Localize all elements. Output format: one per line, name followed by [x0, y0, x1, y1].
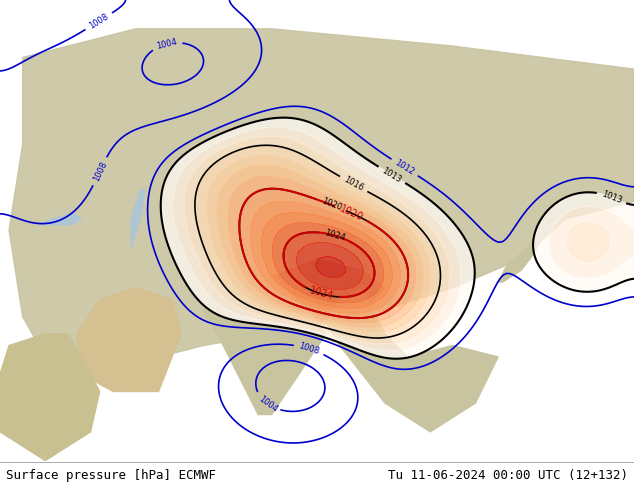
Text: 1024: 1024 — [309, 286, 335, 302]
Text: 1013: 1013 — [380, 166, 403, 184]
Polygon shape — [0, 334, 100, 461]
Polygon shape — [204, 265, 326, 415]
Text: 1008: 1008 — [297, 342, 320, 356]
Text: 1004: 1004 — [156, 37, 178, 51]
Text: Tu 11-06-2024 00:00 UTC (12+132): Tu 11-06-2024 00:00 UTC (12+132) — [387, 469, 628, 482]
Text: 1024: 1024 — [323, 228, 346, 243]
Text: Surface pressure [hPa] ECMWF: Surface pressure [hPa] ECMWF — [6, 469, 216, 482]
Text: 1008: 1008 — [87, 12, 110, 31]
Polygon shape — [498, 207, 557, 282]
Polygon shape — [131, 190, 145, 247]
Polygon shape — [9, 29, 634, 392]
Polygon shape — [249, 259, 385, 322]
Text: 1008: 1008 — [91, 160, 108, 183]
Polygon shape — [326, 288, 498, 432]
Text: 1013: 1013 — [600, 189, 623, 205]
Text: 1004: 1004 — [257, 394, 279, 414]
Polygon shape — [77, 288, 181, 392]
Polygon shape — [36, 213, 82, 224]
Text: 1016: 1016 — [342, 175, 365, 193]
Text: 1020: 1020 — [338, 203, 365, 222]
Text: 1020: 1020 — [320, 197, 343, 213]
Text: 1012: 1012 — [393, 158, 416, 177]
